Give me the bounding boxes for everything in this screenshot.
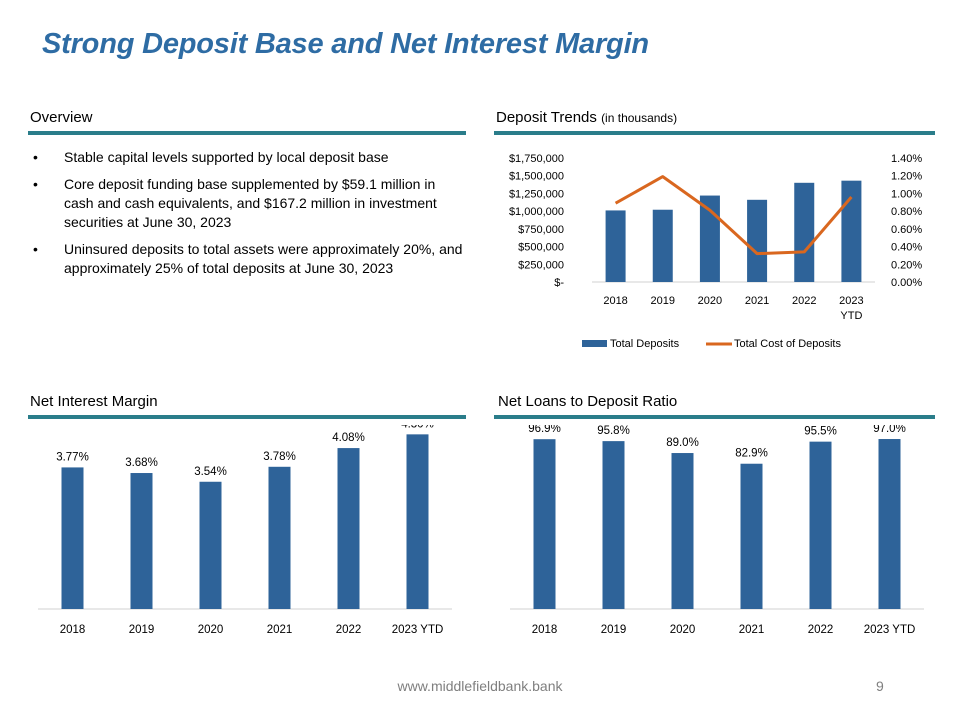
legend-label: Total Cost of Deposits — [734, 338, 841, 350]
y-left-tick-label: $1,250,000 — [509, 188, 564, 200]
overview-rule — [28, 131, 466, 135]
y-left-tick-label: $750,000 — [518, 224, 564, 236]
y-right-tick-label: 0.60% — [891, 224, 922, 236]
cost-of-deposits-line — [614, 175, 853, 256]
ltd-bar — [740, 463, 763, 609]
nim-heading: Net Interest Margin — [30, 393, 158, 410]
nim-bar — [199, 481, 222, 609]
overview-heading: Overview — [30, 109, 93, 126]
deposit-trends-heading-text: Deposit Trends — [496, 109, 597, 126]
x-tick-label: 2019 — [601, 624, 627, 636]
x-tick-label: 2020 — [198, 624, 224, 636]
bullet-glyph: • — [33, 149, 38, 165]
nim-bar — [268, 466, 291, 609]
x-tick-label: 2022 — [792, 295, 816, 307]
nim-bar — [337, 448, 360, 609]
ltd-bar — [533, 439, 556, 609]
x-tick-label: 2019 — [129, 624, 155, 636]
page-title: Strong Deposit Base and Net Interest Mar… — [42, 28, 649, 60]
x-tick-label: 2022 — [336, 624, 362, 636]
x-tick-label: 2022 — [808, 624, 834, 636]
nim-bar — [130, 473, 153, 609]
y-right-tick-label: 1.00% — [891, 188, 922, 200]
nim-data-label: 3.78% — [263, 451, 296, 463]
x-tick-label: 2023 — [839, 295, 863, 307]
deposit-trends-rule — [494, 131, 935, 135]
y-right-tick-label: 1.40% — [891, 153, 922, 165]
ltd-data-label: 82.9% — [735, 448, 768, 460]
nim-data-label: 4.30% — [401, 425, 434, 430]
overview-bullet-text: Stable capital levels supported by local… — [64, 149, 389, 165]
y-right-tick-label: 1.20% — [891, 171, 922, 183]
overview-bullet-text: Core deposit funding base supplemented b… — [64, 176, 437, 230]
deposit-bar — [794, 182, 815, 282]
ltd-bar — [878, 439, 901, 609]
y-left-tick-label: $250,000 — [518, 259, 564, 271]
y-right-tick-label: 0.40% — [891, 242, 922, 254]
x-tick-label: 2019 — [651, 295, 675, 307]
x-tick-label: 2018 — [532, 624, 558, 636]
nim-data-label: 4.08% — [332, 432, 365, 444]
nim-data-label: 3.68% — [125, 457, 158, 469]
ltd-heading: Net Loans to Deposit Ratio — [498, 393, 678, 410]
y-left-tick-label: $1,000,000 — [509, 206, 564, 218]
ltd-data-label: 97.0% — [873, 425, 906, 435]
ltd-data-label: 89.0% — [666, 437, 699, 449]
deposit-bar — [841, 180, 862, 282]
bullet-glyph: • — [33, 241, 38, 257]
y-right-tick-label: 0.80% — [891, 206, 922, 218]
legend-label: Total Deposits — [610, 338, 680, 350]
nim-data-label: 3.54% — [194, 466, 227, 478]
x-tick-label: 2020 — [698, 295, 722, 307]
overview-bullet-list: • Stable capital levels supported by loca… — [30, 148, 465, 286]
y-left-tick-label: $- — [554, 277, 564, 289]
ltd-bar — [809, 441, 832, 609]
y-right-tick-label: 0.20% — [891, 259, 922, 271]
x-tick-label: 2023 YTD — [864, 624, 916, 636]
ltd-data-label: 96.9% — [528, 425, 561, 435]
net-interest-margin-chart: 3.77% 2018 3.68% 2019 3.54% 2020 3.78% 2021 4.08… — [38, 425, 452, 636]
y-left-tick-label: $500,000 — [518, 242, 564, 254]
ltd-data-label: 95.8% — [597, 425, 630, 437]
x-tick-label: 2021 — [739, 624, 765, 636]
x-tick-label: 2021 — [745, 295, 769, 307]
x-tick-label: 2020 — [670, 624, 696, 636]
y-left-tick-label: $1,500,000 — [509, 171, 564, 183]
y-left-tick-label: $1,750,000 — [509, 153, 564, 165]
deposit-bar — [747, 199, 768, 282]
deposit-trends-chart: $- $250,000 $500,000 $750,000 $1,000,000 $1,2… — [509, 153, 922, 350]
legend-swatch-total-deposits — [582, 340, 607, 347]
x-tick-label: 2021 — [267, 624, 293, 636]
loans-to-deposit-chart: 96.9% 2018 95.8% 2019 89.0% 2020 82.9% 2021 95.5… — [510, 425, 924, 636]
ltd-data-label: 95.5% — [804, 426, 837, 438]
nim-data-label: 3.77% — [56, 451, 89, 463]
overview-bullet: • Stable capital levels supported by loca… — [30, 148, 465, 167]
page-number: 9 — [876, 678, 884, 694]
x-tick-label: 2018 — [60, 624, 86, 636]
deposit-trends-heading: Deposit Trends (in thousands) — [496, 109, 677, 126]
ltd-bar — [602, 441, 625, 609]
deposit-bar — [652, 209, 673, 282]
ltd-rule — [494, 415, 935, 419]
overview-bullet: • Uninsured deposits to total assets were… — [30, 240, 465, 278]
deposit-bar — [699, 195, 720, 282]
deposit-trends-heading-note: (in thousands) — [601, 111, 678, 125]
y-right-tick-label: 0.00% — [891, 277, 922, 289]
x-tick-label: YTD — [840, 310, 862, 322]
deposit-bar — [605, 210, 626, 282]
nim-rule — [28, 415, 466, 419]
overview-bullet: • Core deposit funding base supplemented … — [30, 175, 465, 232]
footer-url[interactable]: www.middlefieldbank.bank — [397, 678, 563, 694]
nim-bar — [61, 467, 84, 609]
nim-bar — [406, 434, 429, 609]
x-tick-label: 2023 YTD — [392, 624, 444, 636]
bullet-glyph: • — [33, 176, 38, 192]
overview-bullet-text: Uninsured deposits to total assets were … — [64, 241, 463, 276]
ltd-bar — [671, 453, 694, 609]
x-tick-label: 2018 — [603, 295, 627, 307]
